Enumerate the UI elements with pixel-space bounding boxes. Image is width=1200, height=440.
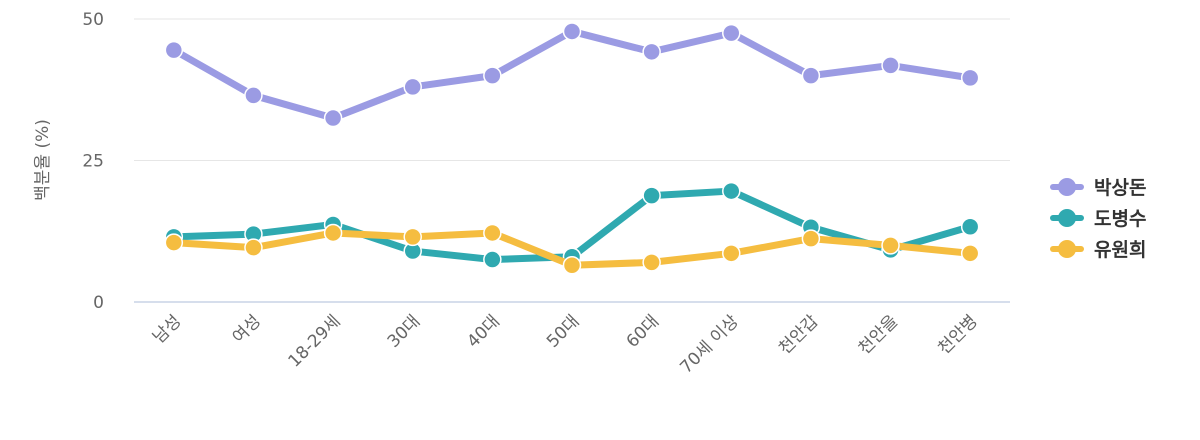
data-point <box>881 56 900 75</box>
x-tick-label: 60대 <box>623 311 664 352</box>
legend-swatch-marker <box>1058 178 1076 196</box>
x-tick-label: 18-29세 <box>284 311 344 371</box>
series-line <box>170 27 974 122</box>
y-axis-title: 백분율 (%) <box>33 119 53 201</box>
data-point <box>881 236 900 255</box>
data-point <box>960 68 980 88</box>
data-point <box>483 250 502 269</box>
data-point <box>722 181 741 201</box>
y-tick-label: 0 <box>93 293 104 313</box>
x-tick-label: 남성 <box>149 311 185 347</box>
y-tick-label: 50 <box>82 10 104 30</box>
data-point <box>801 229 821 248</box>
data-point <box>642 253 661 272</box>
data-point <box>483 223 502 243</box>
legend-label: 박상돈 <box>1094 177 1146 199</box>
data-point <box>562 255 582 275</box>
data-point <box>244 238 263 257</box>
y-tick-label: 25 <box>82 152 104 172</box>
series-group <box>164 22 980 128</box>
x-tick-label: 천안갑 <box>775 311 823 359</box>
legend-swatch-marker <box>1058 240 1076 258</box>
data-point <box>722 244 741 263</box>
data-point <box>722 23 741 43</box>
data-point <box>960 244 980 263</box>
data-point <box>403 77 422 97</box>
legend-label: 유원희 <box>1094 239 1146 261</box>
legend-label: 도병수 <box>1094 208 1146 230</box>
x-tick-labels: 남성 여성 18-29세 30대 40대 50대 60대 70세 이상 천안갑 천안을 천안병 <box>149 311 982 378</box>
x-tick-label: 천안병 <box>934 311 981 358</box>
x-tick-label: 여성 <box>229 311 265 347</box>
series-group <box>164 223 980 275</box>
series-layer <box>164 22 980 275</box>
data-point <box>164 40 184 60</box>
x-tick-label: 40대 <box>463 311 504 352</box>
data-point <box>323 108 343 128</box>
x-tick-label: 70세 이상 <box>676 311 743 378</box>
data-point <box>642 186 661 205</box>
data-point <box>244 86 263 105</box>
data-point <box>164 233 184 252</box>
data-point <box>403 227 422 247</box>
data-point <box>960 217 980 236</box>
data-point <box>562 22 582 41</box>
series-group <box>164 181 980 269</box>
y-tick-labels: 0 25 50 <box>82 10 104 313</box>
data-point <box>323 223 343 243</box>
x-tick-label: 30대 <box>384 311 425 352</box>
data-point <box>801 66 821 85</box>
x-tick-label: 50대 <box>543 311 584 352</box>
x-tick-label: 천안을 <box>855 311 902 358</box>
data-point <box>642 42 661 62</box>
legend-swatch-marker <box>1058 209 1076 227</box>
data-point <box>483 66 502 85</box>
grid-layer <box>134 18 1010 303</box>
